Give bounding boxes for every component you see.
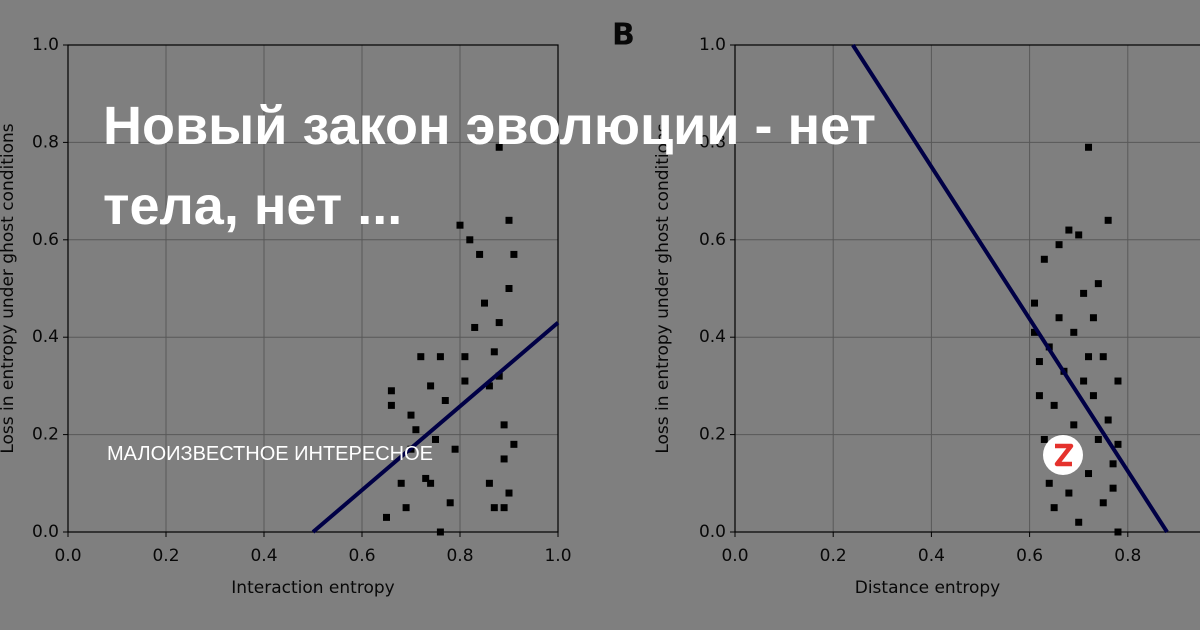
- card-title[interactable]: Новый закон эволюции - нет тела, нет ...: [103, 96, 876, 236]
- channel-name[interactable]: МАЛОИЗВЕСТНОЕ ИНТЕРЕСНОЕ: [107, 443, 433, 465]
